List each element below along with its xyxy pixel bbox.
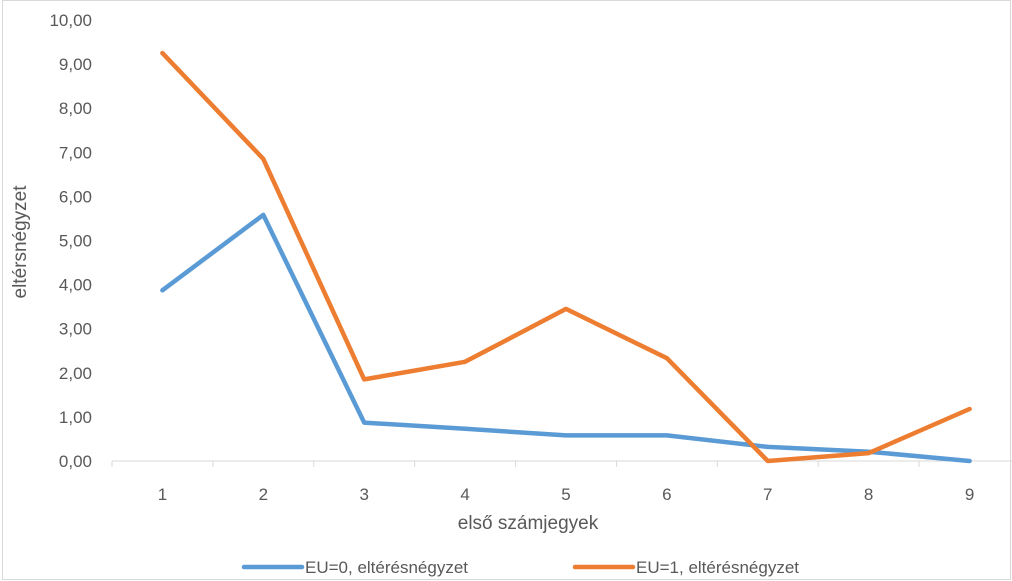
y-axis-title: eltérsnégyzet: [10, 185, 31, 299]
y-tick-label: 6,00: [59, 187, 92, 206]
legend: EU=0, eltérésnégyzet EU=1, eltérésnégyzet: [241, 558, 799, 577]
y-tick-label: 2,00: [59, 364, 92, 383]
y-tick-label: 5,00: [59, 232, 92, 251]
series-line-2: [160, 50, 972, 464]
legend-label-2: EU=1, eltérésnégyzet: [636, 558, 799, 577]
x-tick-label: 3: [359, 485, 368, 504]
y-tick-label: 1,00: [59, 408, 92, 427]
series-lines: [160, 50, 972, 464]
y-tick-label: 0,00: [59, 452, 92, 471]
x-tick-label: 6: [662, 485, 671, 504]
y-tick-label: 7,00: [59, 143, 92, 162]
y-tick-label: 9,00: [59, 55, 92, 74]
legend-label-1: EU=0, eltérésnégyzet: [305, 558, 468, 577]
x-tick-label: 2: [259, 485, 268, 504]
x-tick-label: 7: [763, 485, 772, 504]
x-tick-label: 5: [561, 485, 570, 504]
series-line-1: [160, 212, 972, 464]
x-tick-label: 8: [864, 485, 873, 504]
x-tick-label: 4: [460, 485, 469, 504]
x-axis-ticks: 1 2 3 4 5 6 7 8 9: [111, 461, 974, 504]
x-tick-label: 1: [158, 485, 167, 504]
y-tick-label: 3,00: [59, 320, 92, 339]
y-tick-label: 8,00: [59, 99, 92, 118]
x-axis-title: első számjegyek: [458, 513, 599, 534]
y-tick-label: 4,00: [59, 276, 92, 295]
y-axis-ticks: 0,00 1,00 2,00 3,00 4,00 5,00 6,00 7,00 8,00 9,00…: [49, 11, 92, 471]
y-tick-label: 10,00: [49, 11, 92, 30]
x-tick-label: 9: [965, 485, 974, 504]
